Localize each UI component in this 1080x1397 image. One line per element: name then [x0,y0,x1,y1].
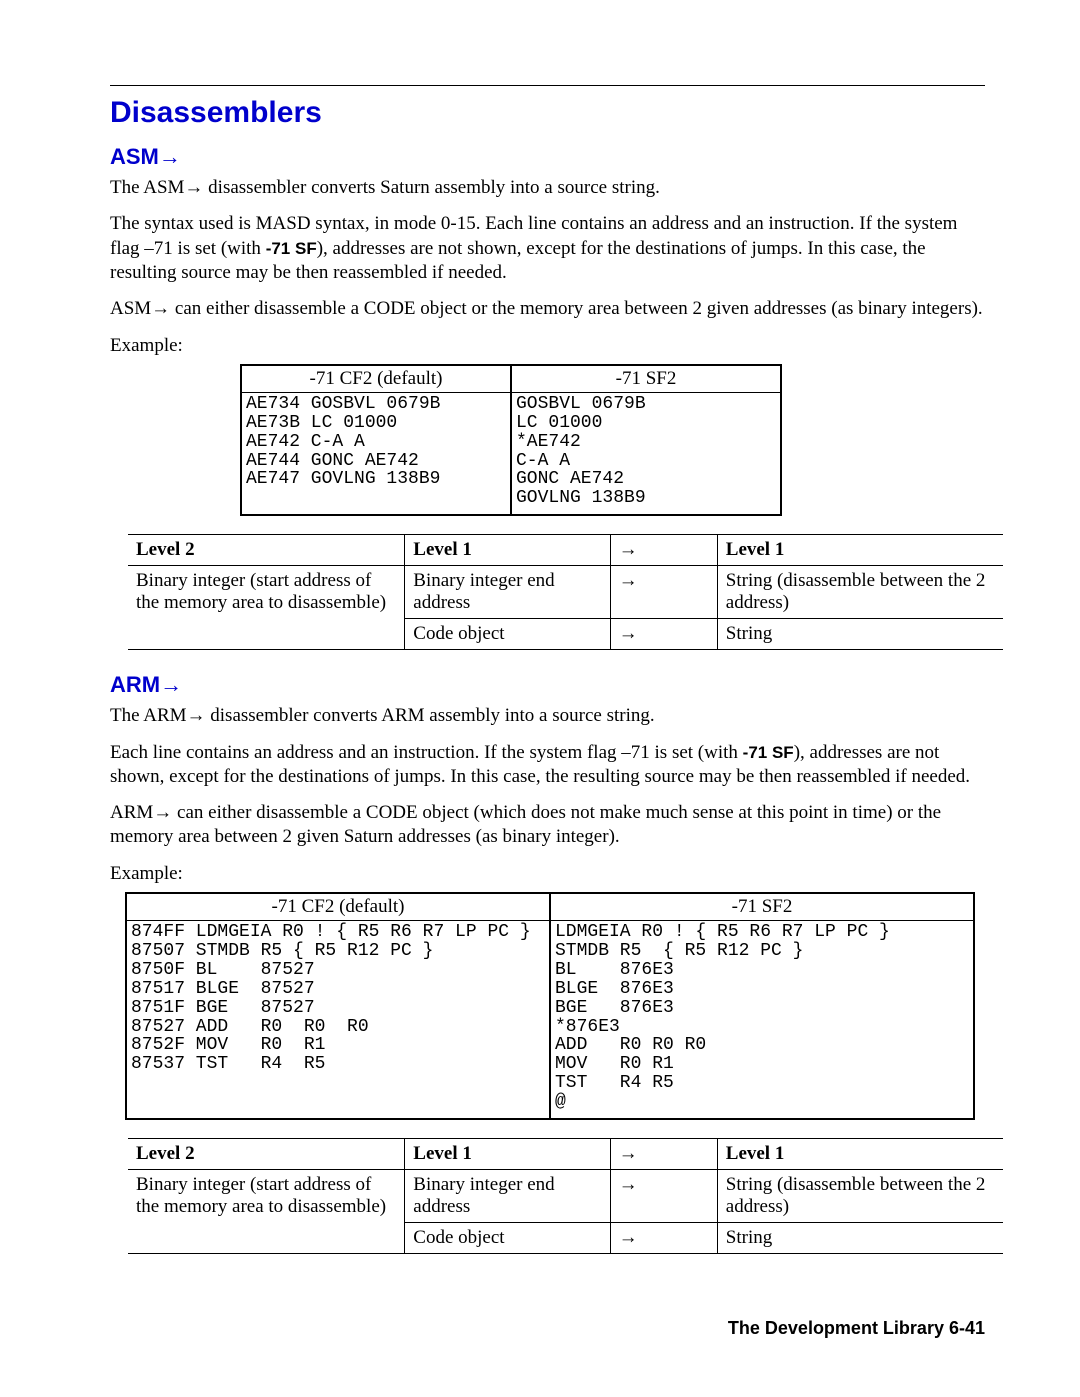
stack2-h-l1b: Level 1 [717,1139,1003,1170]
arm-heading: ARM→ [110,672,985,698]
page-title: Disassemblers [110,96,985,130]
arm-stack-table: Level 2 Level 1 → Level 1 Binary integer… [128,1138,1003,1254]
stack2-h-arrow: → [610,1139,717,1170]
asm-ex-right: GOSBVL 0679B LC 01000 *AE742 C-A A GONC … [511,392,781,515]
asm-stack-table: Level 2 Level 1 → Level 1 Binary integer… [128,534,1003,650]
stack2-h-l2: Level 2 [128,1139,405,1170]
asm-ex-head-left: -71 CF2 (default) [241,365,511,393]
stack-r1c2: Binary integer end address [405,566,610,619]
stack-h-arrow: → [610,535,717,566]
stack-h-l1b: Level 1 [717,535,1003,566]
arm-p2-a: Each line contains an address and an ins… [110,742,743,763]
stack2-r2c4: String [717,1223,1003,1254]
page-footer: The Development Library 6-41 [728,1318,985,1339]
arm-example-table: -71 CF2 (default) -71 SF2 874FF LDMGEIA … [125,892,975,1120]
asm-p2-bold: -71 SF [266,239,317,258]
stack-r2c3: → [610,619,717,650]
arm-ex-head-right: -71 SF2 [550,893,974,921]
asm-example-label: Example: [110,334,985,358]
stack-h-l1a: Level 1 [405,535,610,566]
top-rule [110,85,985,86]
arm-p1: The ARM→ disassembler converts ARM assem… [110,704,985,728]
asm-p1: The ASM→ disassembler converts Saturn as… [110,176,985,200]
stack-h-l2: Level 2 [128,535,405,566]
stack-r1c3: → [610,566,717,619]
arm-ex-left: 874FF LDMGEIA R0 ! { R5 R6 R7 LP PC } 87… [126,921,550,1119]
stack2-r2c2: Code object [405,1223,610,1254]
stack2-r1c4: String (disassemble between the 2 addres… [717,1170,1003,1223]
arm-p2: Each line contains an address and an ins… [110,741,985,790]
stack2-r2c3: → [610,1223,717,1254]
stack-r1c4: String (disassemble between the 2 addres… [717,566,1003,619]
stack2-r1c3: → [610,1170,717,1223]
asm-ex-left: AE734 GOSBVL 0679B AE73B LC 01000 AE742 … [241,392,511,515]
arm-p3: ARM→ can either disassemble a CODE objec… [110,801,985,850]
arm-ex-right: LDMGEIA R0 ! { R5 R6 R7 LP PC } STMDB R5… [550,921,974,1119]
asm-p2: The syntax used is MASD syntax, in mode … [110,212,985,285]
asm-p3: ASM→ can either disassemble a CODE objec… [110,297,985,321]
arm-p2-bold: -71 SF [743,743,794,762]
asm-heading: ASM→ [110,144,985,170]
arm-example-label: Example: [110,862,985,886]
stack2-r1c2: Binary integer end address [405,1170,610,1223]
stack2-h-l1a: Level 1 [405,1139,610,1170]
page-content: Disassemblers ASM→ The ASM→ disassembler… [0,0,1080,1314]
stack2-r1c1: Binary integer (start address of the mem… [128,1170,405,1254]
stack-r1c1: Binary integer (start address of the mem… [128,566,405,650]
asm-ex-head-right: -71 SF2 [511,365,781,393]
asm-example-table: -71 CF2 (default) -71 SF2 AE734 GOSBVL 0… [240,364,782,516]
stack-r2c4: String [717,619,1003,650]
arm-ex-head-left: -71 CF2 (default) [126,893,550,921]
stack-r2c2: Code object [405,619,610,650]
